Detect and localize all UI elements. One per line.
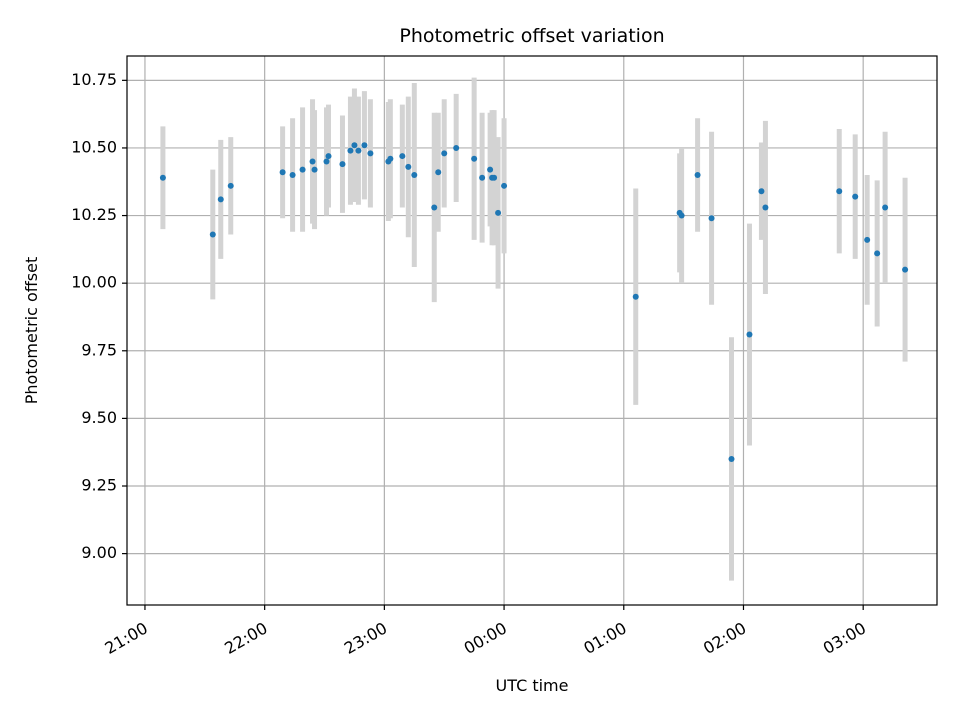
data-point	[159, 174, 166, 181]
y-tick-label: 10.50	[71, 137, 117, 156]
y-tick-label: 9.50	[81, 408, 117, 427]
data-point	[479, 174, 486, 181]
y-tick-label: 10.00	[71, 273, 117, 292]
data-point	[694, 171, 701, 178]
data-point	[836, 188, 843, 195]
data-point	[441, 150, 448, 157]
data-point	[405, 163, 412, 170]
data-point	[325, 153, 332, 160]
data-point	[708, 215, 715, 222]
data-point	[227, 182, 234, 189]
data-point	[435, 169, 442, 176]
data-point	[746, 331, 753, 338]
data-point	[355, 147, 362, 154]
data-point	[453, 144, 460, 151]
data-point	[487, 166, 494, 173]
y-tick-label: 9.75	[81, 340, 117, 359]
data-point	[399, 153, 406, 160]
data-point	[209, 231, 216, 238]
data-point	[289, 171, 296, 178]
data-point	[311, 166, 318, 173]
data-point	[431, 204, 438, 211]
data-point	[471, 155, 478, 162]
data-point	[728, 455, 735, 462]
data-point	[351, 142, 358, 149]
data-point	[902, 266, 909, 273]
y-tick-label: 9.00	[81, 543, 117, 562]
data-point	[874, 250, 881, 257]
y-tick-label: 10.75	[71, 70, 117, 89]
y-axis-title: Photometric offset	[22, 257, 41, 405]
data-point	[501, 182, 508, 189]
grid-layer	[127, 56, 937, 605]
data-point	[411, 171, 418, 178]
data-point	[762, 204, 769, 211]
data-point	[279, 169, 286, 176]
data-point	[491, 174, 498, 181]
y-tick-label: 9.25	[81, 476, 117, 495]
chart-title: Photometric offset variation	[399, 25, 664, 47]
point-layer	[159, 142, 909, 462]
data-point	[882, 204, 889, 211]
data-point	[495, 209, 502, 216]
data-point	[387, 155, 394, 162]
x-axis-title: UTC time	[496, 676, 569, 695]
data-point	[323, 158, 330, 165]
data-point	[299, 166, 306, 173]
data-point	[864, 236, 871, 243]
data-point	[852, 193, 859, 200]
data-point	[339, 161, 346, 168]
data-point	[758, 188, 765, 195]
data-point	[217, 196, 224, 203]
plot-frame	[126, 55, 938, 606]
data-point	[678, 212, 685, 219]
y-tick-label: 10.25	[71, 205, 117, 224]
data-point	[347, 147, 354, 154]
data-point	[361, 142, 368, 149]
data-point	[632, 293, 639, 300]
data-point	[367, 150, 374, 157]
data-point	[309, 158, 316, 165]
